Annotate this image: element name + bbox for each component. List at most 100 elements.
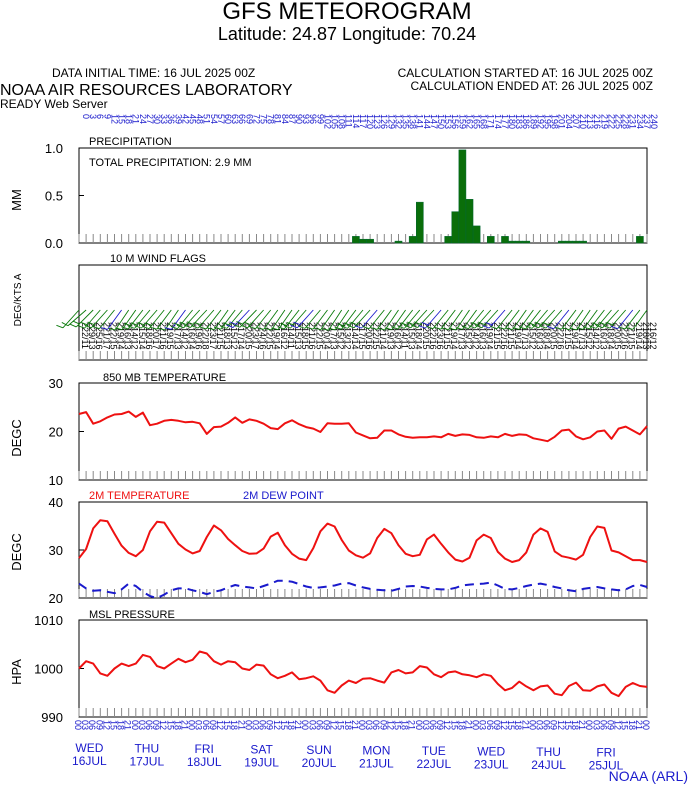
wind-direction-label: 220/14 xyxy=(321,322,331,350)
wind-direction-label: 216/13 xyxy=(598,322,608,350)
wind-barb-feather xyxy=(340,325,348,329)
forecast-hour-label: 213 xyxy=(585,114,595,129)
forecast-hour-label: 87 xyxy=(287,114,297,124)
temp850-y-tick-label: 20 xyxy=(49,425,63,440)
wind-direction-label: 229/13 xyxy=(87,322,97,350)
wind-barb-feather xyxy=(236,320,244,325)
wind-barb-feather xyxy=(290,324,298,329)
wind-barb-feather xyxy=(410,324,418,328)
wind-barb xyxy=(205,309,222,330)
wind-barb-feather xyxy=(186,321,194,325)
forecast-hour-label: 144 xyxy=(422,114,432,129)
wind-direction-label: 218/14 xyxy=(605,322,615,350)
forecast-hour-label: 30 xyxy=(152,114,162,124)
precip-y-tick-label: 0.0 xyxy=(45,236,63,251)
wind-barb xyxy=(468,309,485,329)
forecast-hour-label: 6 xyxy=(95,114,105,119)
precip-bar xyxy=(451,211,460,244)
hour-label: 12 xyxy=(385,720,395,730)
wind-barb-feather xyxy=(426,326,434,330)
hour-label: 12 xyxy=(499,720,509,730)
forecast-hour-label: 240 xyxy=(649,114,659,129)
hour-label: 00 xyxy=(300,720,310,730)
wind-barb-feather xyxy=(248,326,256,330)
hour-label: 06 xyxy=(485,720,495,730)
date-label: 19JUL xyxy=(244,756,279,770)
precip-bar xyxy=(508,240,516,244)
forecast-hour-label: 186 xyxy=(521,114,531,129)
wind-barb-feather xyxy=(569,327,577,331)
wind-direction-label: 223/17 xyxy=(250,322,260,350)
wind-direction-label: 222/16 xyxy=(428,322,438,350)
wind-direction-label: 214/14 xyxy=(350,322,360,350)
forecast-hour-label: 159 xyxy=(457,114,467,129)
forecast-hour-label: 120 xyxy=(365,114,375,129)
hour-label: 18 xyxy=(229,720,239,730)
wind-direction-label: 218/15 xyxy=(300,322,310,350)
wind-direction-label: 216/13 xyxy=(534,322,544,350)
wind-direction-label: 220/16 xyxy=(364,322,374,350)
wind-barb xyxy=(121,309,137,330)
wind-barb-feather xyxy=(194,322,202,326)
precip-bar xyxy=(352,236,360,244)
precip-bar xyxy=(501,236,509,244)
wind-direction-label: 217/15 xyxy=(357,322,367,350)
forecast-hour-label: 126 xyxy=(379,114,389,129)
date-label: 16JUL xyxy=(72,754,107,768)
hour-label: 06 xyxy=(201,720,211,730)
wind-barb xyxy=(263,309,279,330)
wind-barb-feather xyxy=(220,325,228,329)
wind-direction-label: 221/14 xyxy=(378,322,388,350)
hour-label: 06 xyxy=(598,720,608,730)
wind-direction-label: 220/15 xyxy=(243,322,253,350)
wind-barb-feather xyxy=(582,326,590,330)
wind-barb-feather xyxy=(562,327,570,331)
wind-direction-label: 219/14 xyxy=(449,322,459,350)
wind-barb xyxy=(320,309,335,330)
wind-barb xyxy=(576,309,591,331)
hour-label: 18 xyxy=(400,720,410,730)
wind-direction-label: 217/13 xyxy=(520,322,530,350)
wind-barb-feather xyxy=(618,326,626,330)
y-axis-label: HPA xyxy=(9,659,24,685)
wind-barb-feather xyxy=(286,322,294,326)
wind-direction-label: 213/12 xyxy=(343,322,353,350)
wind-barb xyxy=(440,309,456,330)
temp850-panel-label: 850 MB TEMPERATURE xyxy=(103,372,226,384)
wind-barb-feather xyxy=(80,322,88,326)
wind-barb-feather xyxy=(449,327,457,331)
wind-barb-feather xyxy=(306,326,314,330)
forecast-hour-label: 24 xyxy=(138,114,148,124)
forecast-hour-label: 219 xyxy=(599,114,609,129)
hour-label: 06 xyxy=(428,720,438,730)
forecast-hour-label: 150 xyxy=(436,114,446,129)
wind-barb-feather xyxy=(229,321,237,325)
y-axis-label: DEGC xyxy=(9,533,24,571)
wind-barb-feather xyxy=(397,325,405,329)
hour-label: 00 xyxy=(243,720,253,730)
wind-barb xyxy=(504,309,520,330)
precip-bar xyxy=(408,236,417,244)
precip-bar xyxy=(565,240,573,244)
wind-barb-feather xyxy=(84,324,92,329)
wind-barb xyxy=(213,309,229,330)
precip-bar xyxy=(522,240,531,244)
hour-label: 18 xyxy=(116,720,126,730)
day-of-week-label: FRI xyxy=(596,746,615,760)
wind-direction-label: 219/13 xyxy=(385,322,395,350)
forecast-hour-label: 63 xyxy=(230,114,240,124)
wind-barb-feather xyxy=(531,324,539,329)
forecast-hour-label: 39 xyxy=(173,114,183,124)
wind-barb-feather xyxy=(606,322,613,326)
wind-barb xyxy=(171,309,186,330)
wind-direction-label: 219/14 xyxy=(272,322,282,350)
hour-label: 15 xyxy=(165,720,175,730)
wind-barb-feather xyxy=(595,324,603,329)
calculation-started: CALCULATION STARTED AT: 16 JUL 2025 00Z xyxy=(397,66,653,80)
wind-direction-label: 224/16 xyxy=(258,322,268,350)
wind-barb xyxy=(67,309,87,327)
forecast-hour-label: 180 xyxy=(507,114,517,129)
date-label: 18JUL xyxy=(187,755,222,769)
wind-barb-feather xyxy=(434,326,441,330)
